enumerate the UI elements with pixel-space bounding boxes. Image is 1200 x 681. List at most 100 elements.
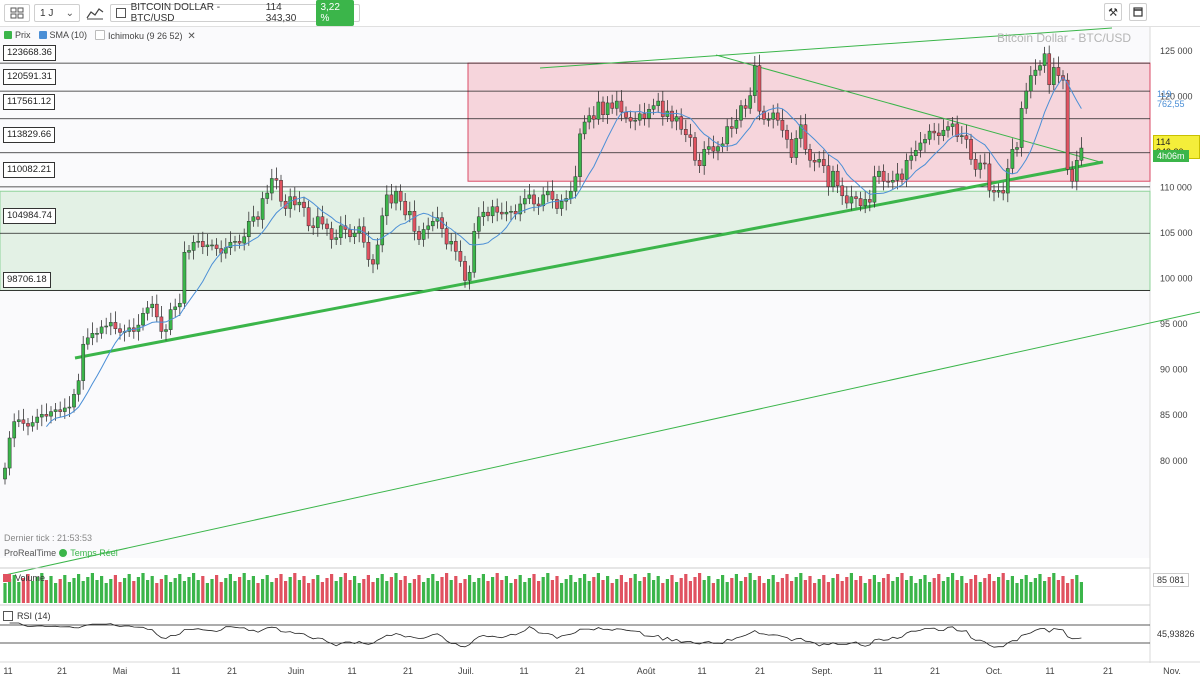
x-tick-label: 11 — [519, 666, 528, 676]
candle-body — [587, 115, 592, 123]
volume-value-label: 85 081 — [1153, 573, 1189, 587]
volume-bar — [297, 580, 301, 603]
candle-body — [996, 190, 1001, 193]
volume-bar — [196, 580, 200, 603]
volume-bar — [854, 580, 858, 603]
candle-body — [407, 211, 412, 216]
candle-body — [955, 123, 960, 137]
volume-bar — [905, 580, 909, 603]
candle-body — [458, 251, 463, 262]
volume-bar — [684, 574, 688, 603]
level-label[interactable]: 120591.31 — [3, 69, 56, 85]
volume-bar — [8, 579, 12, 603]
candle-body — [164, 329, 168, 332]
x-tick-label: 21 — [755, 666, 765, 676]
candle-body — [141, 313, 145, 326]
candle-body — [463, 261, 467, 281]
volume-bar — [284, 581, 288, 603]
volume-bar — [113, 575, 117, 603]
volume-bar — [1056, 580, 1060, 603]
grid-icon[interactable] — [4, 4, 30, 22]
candle-body — [601, 101, 605, 115]
rsi-panel-label[interactable]: RSI (14) — [3, 611, 51, 621]
candle-body — [35, 416, 40, 423]
volume-bar — [711, 583, 715, 603]
level-label[interactable]: 104984.74 — [3, 208, 56, 224]
volume-bar — [670, 575, 674, 603]
last-tick-text: Dernier tick : 21:53:53 — [4, 533, 93, 543]
volume-bar — [909, 576, 913, 603]
volume-bar — [431, 574, 435, 603]
chart-type-icon[interactable] — [84, 4, 106, 22]
level-label[interactable]: 110082.21 — [3, 162, 56, 178]
volume-bar — [435, 581, 439, 603]
candle-body — [610, 102, 615, 109]
volume-bar — [790, 581, 794, 603]
candle-body — [44, 414, 49, 417]
legend-sma[interactable]: SMA (10) — [38, 30, 87, 42]
candle-body — [890, 180, 895, 183]
candle-body — [633, 119, 638, 122]
volume-bar — [629, 578, 633, 603]
y-tick-label: 80 000 — [1160, 456, 1188, 466]
volume-panel-label[interactable]: Volume — [3, 573, 45, 583]
volume-bar — [1024, 575, 1028, 603]
level-label[interactable]: 117561.12 — [3, 94, 56, 110]
candle-body — [812, 160, 817, 163]
candle-body — [1042, 53, 1047, 66]
candle-body — [1010, 149, 1015, 169]
candle-body — [67, 406, 72, 409]
candle-body — [490, 206, 495, 217]
timeframe-select[interactable]: 1 J ⌄ — [34, 4, 80, 22]
candle-body — [242, 236, 247, 244]
level-label[interactable]: 123668.36 — [3, 45, 56, 61]
volume-bar — [155, 583, 159, 603]
candle-body — [992, 190, 996, 193]
candle-body — [495, 206, 500, 213]
last-price: 114 343,30 — [265, 2, 297, 24]
candle-body — [628, 117, 633, 122]
volume-bar — [859, 576, 863, 603]
x-tick-label: Juin — [288, 666, 305, 676]
candle-body — [923, 139, 927, 144]
wrench-icon[interactable]: ⚒ — [1104, 3, 1122, 21]
volume-bar — [624, 582, 628, 603]
y-tick-label: 100 000 — [1160, 274, 1193, 284]
candle-body — [403, 200, 408, 216]
symbol-box[interactable]: BITCOIN DOLLAR - BTC/USD 114 343,30 3,22… — [110, 0, 360, 26]
volume-bar — [652, 580, 656, 603]
volume-bar — [665, 579, 669, 603]
volume-bar — [403, 576, 407, 603]
volume-bar — [394, 573, 398, 603]
candle-body — [697, 160, 702, 166]
volume-bar — [440, 577, 444, 603]
volume-bar — [1001, 573, 1005, 603]
volume-bar — [918, 579, 922, 603]
volume-bar — [54, 583, 58, 603]
volume-bar — [412, 579, 416, 603]
level-label[interactable]: 98706.18 — [3, 272, 51, 288]
candle-body — [614, 100, 619, 109]
volume-bar — [734, 574, 738, 603]
volume-bar — [882, 578, 886, 603]
realtime-label: Temps Réel — [70, 548, 118, 558]
candle-body — [292, 196, 297, 206]
maximize-icon[interactable] — [1129, 3, 1147, 21]
sma-line — [46, 76, 1082, 428]
level-label[interactable]: 113829.66 — [3, 127, 56, 143]
close-icon[interactable]: ✕ — [184, 31, 196, 42]
volume-bar — [169, 582, 173, 603]
candle-body — [582, 121, 587, 135]
candle-body — [302, 201, 306, 208]
candle-body — [118, 328, 122, 333]
volume-bar — [339, 577, 343, 603]
candle-body — [762, 110, 766, 120]
legend-ichimoku[interactable]: Ichimoku (9 26 52) ✕ — [95, 30, 196, 42]
candle-body — [568, 190, 573, 199]
candle-body — [964, 135, 969, 140]
volume-bar — [81, 581, 85, 603]
legend-price[interactable]: Prix — [4, 30, 31, 42]
volume-bar — [242, 573, 246, 603]
y-tick-label: 85 000 — [1160, 410, 1188, 420]
volume-bar — [251, 576, 255, 603]
